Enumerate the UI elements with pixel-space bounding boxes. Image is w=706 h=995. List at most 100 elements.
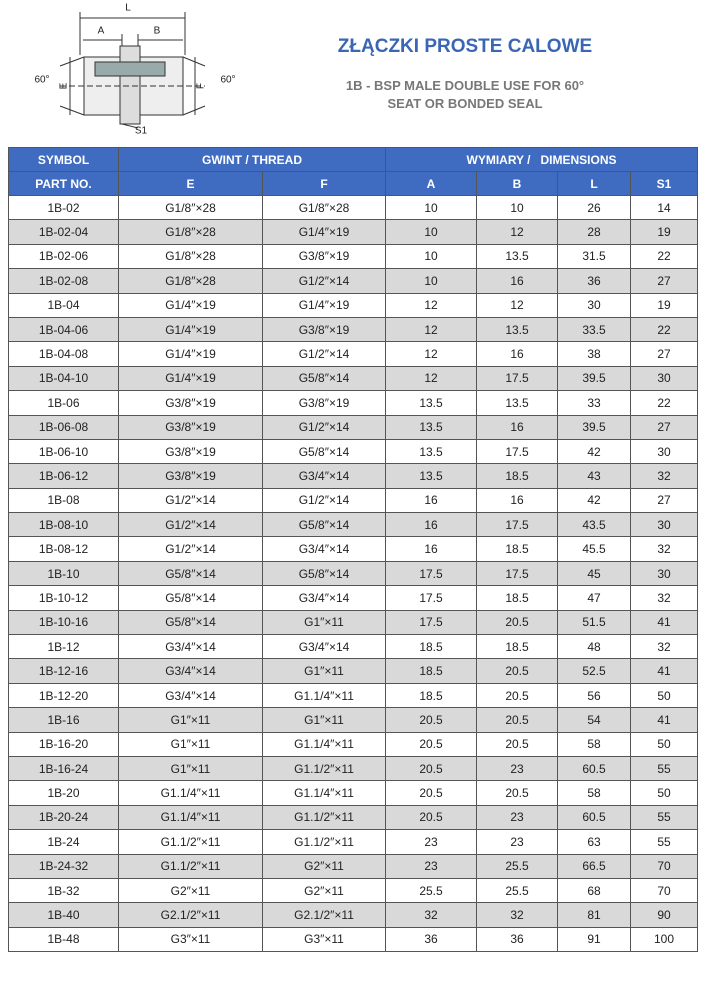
table-cell: G5/8″×14 bbox=[118, 609, 263, 636]
table-cell: 50 bbox=[629, 780, 699, 806]
table-cell: 1B-04-10 bbox=[8, 365, 119, 392]
table-cell: 23 bbox=[476, 829, 558, 855]
table-cell: 45.5 bbox=[557, 536, 631, 562]
table-cell: 58 bbox=[557, 780, 631, 806]
table-row: 1B-16-20 G1″×11 G1.1/4″×11 20.5 20.5 58 50 bbox=[8, 731, 699, 757]
table-cell: 30 bbox=[629, 512, 699, 538]
fitting-drawing: L A B E F 60° 60° S1 bbox=[34, 3, 235, 137]
group-header: WYMIARY / DIMENSIONS bbox=[384, 147, 699, 172]
table-cell: G1/4″×19 bbox=[118, 292, 263, 318]
table-cell: 1B-06-08 bbox=[8, 414, 119, 440]
table-cell: 20.5 bbox=[385, 804, 477, 831]
table-cell: G3/8″×19 bbox=[262, 390, 386, 416]
table-row: 1B-08 G1/2″×14 G1/2″×14 16 16 42 27 bbox=[8, 487, 699, 514]
table-cell: G1.1/2″×11 bbox=[118, 853, 263, 879]
table-cell: 1B-02 bbox=[8, 194, 119, 221]
table-cell: 16 bbox=[476, 341, 558, 367]
table-cell: G1/2″×14 bbox=[262, 414, 386, 440]
table-row: 1B-10 G5/8″×14 G5/8″×14 17.5 17.5 45 30 bbox=[8, 560, 699, 587]
column-header: F bbox=[262, 171, 386, 196]
table-cell: 1B-10 bbox=[8, 560, 119, 587]
table-cell: 39.5 bbox=[557, 365, 631, 392]
table-cell: G1/2″×14 bbox=[262, 341, 386, 367]
group-header: GWINT / THREAD bbox=[118, 147, 386, 172]
table-cell: 55 bbox=[629, 829, 699, 855]
table-cell: 28 bbox=[557, 219, 631, 245]
table-cell: G5/8″×14 bbox=[262, 512, 386, 538]
table-cell: 20.5 bbox=[385, 780, 477, 806]
table-cell: 1B-08-12 bbox=[8, 536, 119, 562]
table-row: 1B-06-08 G3/8″×19 G1/2″×14 13.5 16 39.5 27 bbox=[8, 414, 699, 440]
table-cell: 30 bbox=[629, 560, 699, 587]
table-cell: G1/2″×14 bbox=[262, 487, 386, 514]
table-cell: 70 bbox=[629, 853, 699, 879]
table-cell: G2.1/2″×11 bbox=[118, 902, 263, 928]
table-cell: G1.1/4″×11 bbox=[262, 780, 386, 806]
table-cell: 55 bbox=[629, 804, 699, 831]
table-cell: 1B-20-24 bbox=[8, 804, 119, 831]
dim-label: A bbox=[98, 26, 105, 37]
column-header-row: PART NO. E F A B L S1 bbox=[8, 171, 699, 196]
table-cell: 52.5 bbox=[557, 658, 631, 684]
table-row: 1B-20 G1.1/4″×11 G1.1/4″×11 20.5 20.5 58 50 bbox=[8, 780, 699, 806]
column-header: E bbox=[118, 171, 263, 196]
table-cell: G1″×11 bbox=[118, 755, 263, 782]
table-cell: G1″×11 bbox=[118, 707, 263, 733]
table-cell: G1/8″×28 bbox=[118, 219, 263, 245]
table-row: 1B-16-24 G1″×11 G1.1/2″×11 20.5 23 60.5 55 bbox=[8, 755, 699, 782]
table-cell: 17.5 bbox=[476, 365, 558, 392]
table-cell: 13.5 bbox=[385, 463, 477, 489]
table-cell: 1B-04-06 bbox=[8, 316, 119, 343]
table-row: 1B-24-32 G1.1/2″×11 G2″×11 23 25.5 66.5 70 bbox=[8, 853, 699, 879]
table-cell: 1B-02-06 bbox=[8, 243, 119, 270]
table-cell: 38 bbox=[557, 341, 631, 367]
table-cell: 1B-02-04 bbox=[8, 219, 119, 245]
table-cell: G1/2″×14 bbox=[118, 536, 263, 562]
table-cell: 66.5 bbox=[557, 853, 631, 879]
table-row: 1B-02 G1/8″×28 G1/8″×28 10 10 26 14 bbox=[8, 194, 699, 221]
table-cell: 63 bbox=[557, 829, 631, 855]
table-cell: 55 bbox=[629, 755, 699, 782]
table-cell: 1B-04-08 bbox=[8, 341, 119, 367]
table-cell: 41 bbox=[629, 609, 699, 636]
table-cell: 54 bbox=[557, 707, 631, 733]
dim-label: B bbox=[154, 26, 161, 37]
table-row: 1B-32 G2″×11 G2″×11 25.5 25.5 68 70 bbox=[8, 877, 699, 904]
table-cell: G1/8″×28 bbox=[118, 243, 263, 270]
column-header: A bbox=[385, 171, 477, 196]
table-cell: 17.5 bbox=[385, 609, 477, 636]
table-cell: 12 bbox=[385, 292, 477, 318]
table-cell: G3/8″×19 bbox=[118, 438, 263, 465]
table-cell: 1B-16-24 bbox=[8, 755, 119, 782]
table-cell: G3/8″×19 bbox=[118, 390, 263, 416]
table-cell: G5/8″×14 bbox=[262, 365, 386, 392]
table-cell: 32 bbox=[629, 634, 699, 660]
table-cell: G1″×11 bbox=[262, 658, 386, 684]
table-cell: 36 bbox=[557, 268, 631, 294]
table-cell: 23 bbox=[476, 804, 558, 831]
table-cell: 81 bbox=[557, 902, 631, 928]
table-cell: 32 bbox=[385, 902, 477, 928]
table-cell: 1B-12-16 bbox=[8, 658, 119, 684]
table-cell: 1B-12 bbox=[8, 634, 119, 660]
table-cell: G3″×11 bbox=[118, 926, 263, 953]
table-row: 1B-04 G1/4″×19 G1/4″×19 12 12 30 19 bbox=[8, 292, 699, 318]
table-cell: 1B-16-20 bbox=[8, 731, 119, 757]
table-cell: G1/8″×28 bbox=[262, 194, 386, 221]
table-cell: 20.5 bbox=[476, 731, 558, 757]
table-cell: 25.5 bbox=[385, 877, 477, 904]
table-cell: G2″×11 bbox=[118, 877, 263, 904]
table-cell: 1B-24 bbox=[8, 829, 119, 855]
table-cell: 56 bbox=[557, 682, 631, 709]
table-cell: 36 bbox=[476, 926, 558, 953]
table-cell: G1/2″×14 bbox=[118, 487, 263, 514]
table-cell: 12 bbox=[476, 219, 558, 245]
table-cell: 31.5 bbox=[557, 243, 631, 270]
table-cell: 22 bbox=[629, 390, 699, 416]
table-cell: 1B-40 bbox=[8, 902, 119, 928]
table-cell: 23 bbox=[385, 829, 477, 855]
table-cell: G2″×11 bbox=[262, 877, 386, 904]
table-cell: G1.1/2″×11 bbox=[118, 829, 263, 855]
table-cell: 1B-10-12 bbox=[8, 585, 119, 611]
table-cell: G1/4″×19 bbox=[262, 219, 386, 245]
